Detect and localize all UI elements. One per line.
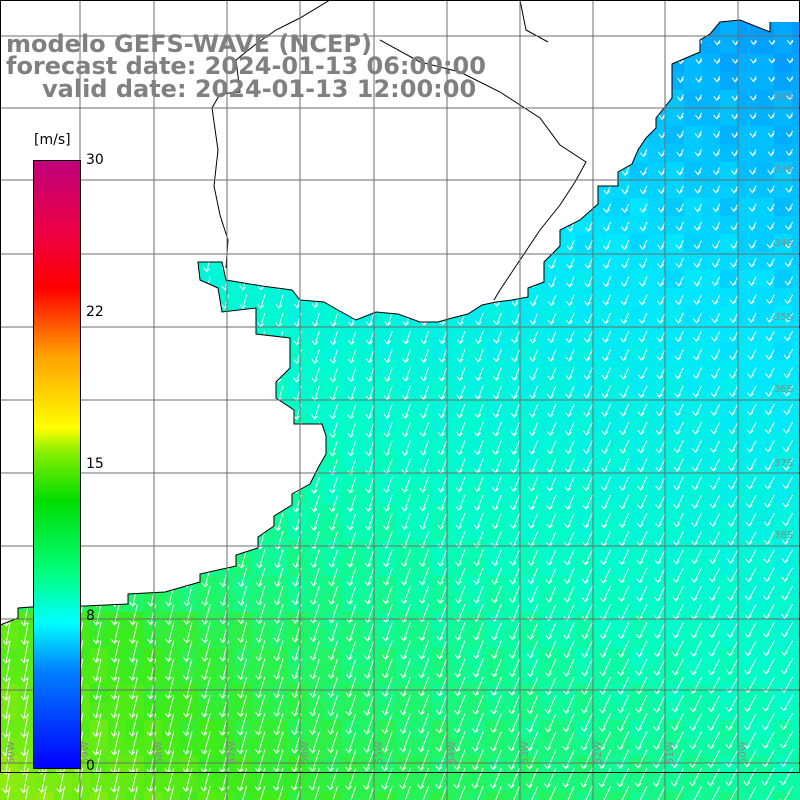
longitude-label: 57W (227, 741, 238, 764)
latitude-label: 35S (774, 312, 793, 323)
longitude-label: 60W (6, 741, 17, 764)
latitude-label: 32S (774, 92, 793, 103)
latitude-label: 36S (774, 384, 793, 395)
valid-date-label: valid date: 2024-01-13 12:00:00 (42, 75, 477, 103)
latitude-label: 33S (774, 164, 793, 175)
longitude-label: 59W (80, 741, 91, 764)
longitude-label: 56W (300, 741, 311, 764)
colorbar-tick-label: 30 (86, 152, 104, 168)
colorbar-unit-label: [m/s] (34, 132, 71, 148)
longitude-label: 54W (447, 741, 458, 764)
colorbar-tick-label: 8 (86, 608, 95, 624)
longitude-label: 50W (738, 741, 749, 764)
coastline (0, 19, 771, 630)
colorbar-tick-label: 0 (86, 758, 95, 774)
longitude-label: 58W (154, 741, 165, 764)
longitude-label: 51W (665, 741, 676, 764)
border-line (211, 0, 331, 269)
wind-speed-colorbar (33, 160, 81, 769)
latitude-label: 34S (774, 238, 793, 249)
longitude-label: 53W (520, 741, 531, 764)
longitude-label: 55W (374, 741, 385, 764)
river-line (519, 0, 549, 43)
colorbar-tick-label: 22 (86, 304, 104, 320)
longitude-label: 52W (593, 741, 604, 764)
colorbar-tick-label: 15 (86, 456, 104, 472)
latitude-label: 37S (774, 458, 793, 469)
forecast-date-label: forecast date: 2024-01-13 06:00:00 (6, 52, 486, 80)
model-title: modelo GEFS-WAVE (NCEP) (6, 30, 372, 58)
latitude-label: 38S (774, 530, 793, 541)
